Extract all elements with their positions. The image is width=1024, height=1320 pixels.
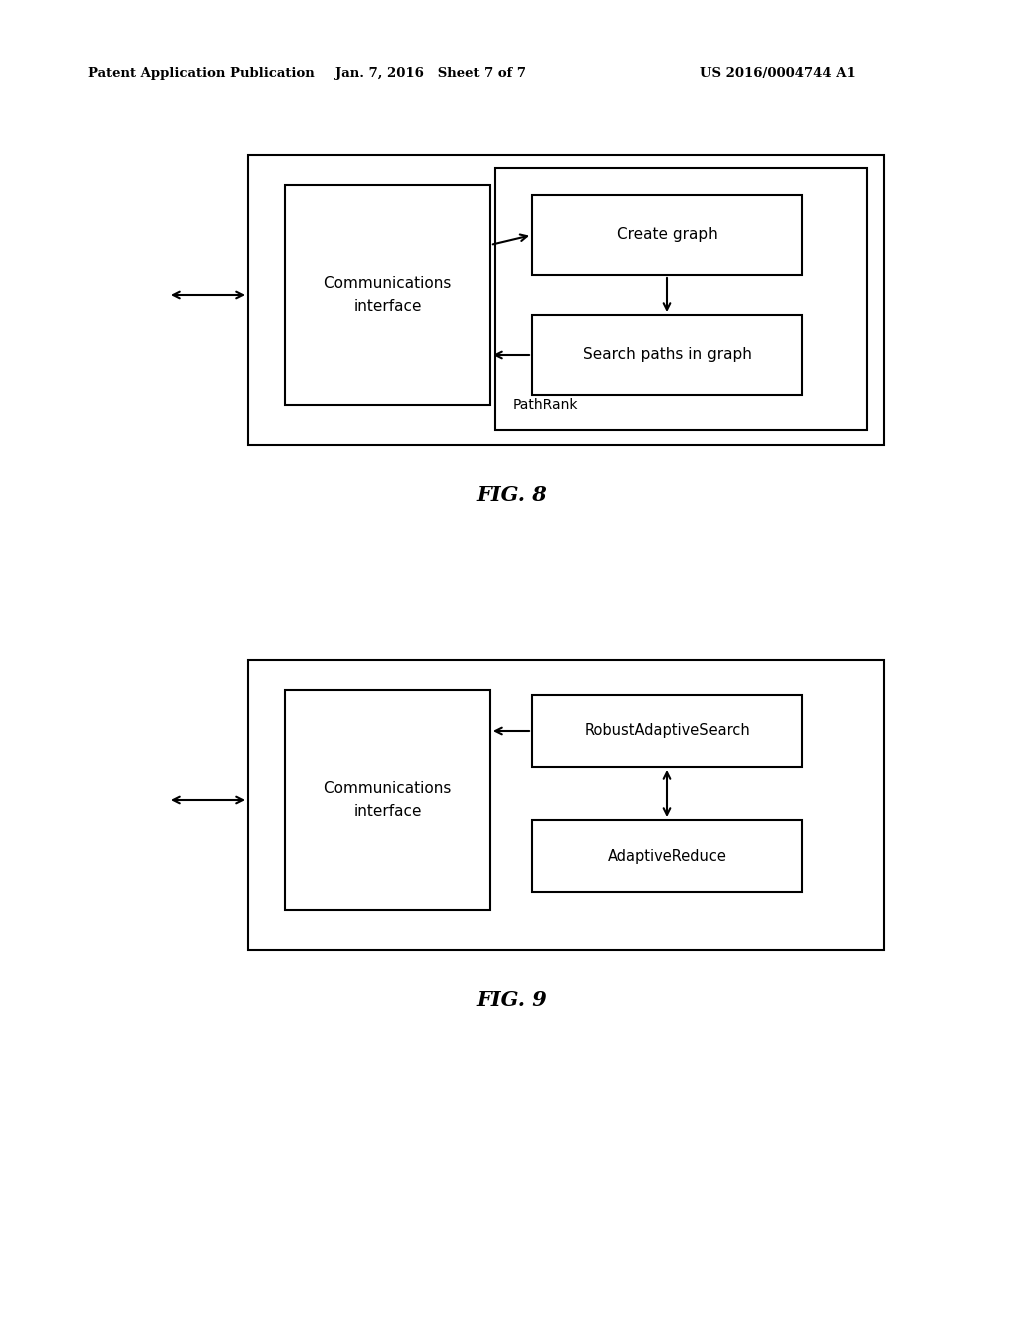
Text: US 2016/0004744 A1: US 2016/0004744 A1 [700, 66, 856, 79]
Bar [248, 154, 884, 445]
Text: Patent Application Publication: Patent Application Publication [88, 66, 314, 79]
Bar [532, 696, 802, 767]
Text: PathRank: PathRank [513, 399, 579, 412]
Bar [285, 185, 490, 405]
Text: FIG. 9: FIG. 9 [476, 990, 548, 1010]
Bar [285, 690, 490, 909]
Bar [532, 195, 802, 275]
Text: Communications
interface: Communications interface [324, 781, 452, 818]
Text: Jan. 7, 2016   Sheet 7 of 7: Jan. 7, 2016 Sheet 7 of 7 [335, 66, 525, 79]
Text: Search paths in graph: Search paths in graph [583, 347, 752, 363]
Text: Create graph: Create graph [616, 227, 718, 243]
Bar [532, 820, 802, 892]
Text: Communications
interface: Communications interface [324, 276, 452, 314]
Text: FIG. 8: FIG. 8 [476, 484, 548, 506]
Text: AdaptiveReduce: AdaptiveReduce [607, 849, 726, 863]
Bar [532, 315, 802, 395]
Bar [248, 660, 884, 950]
Text: RobustAdaptiveSearch: RobustAdaptiveSearch [584, 723, 750, 738]
Bar [495, 168, 867, 430]
